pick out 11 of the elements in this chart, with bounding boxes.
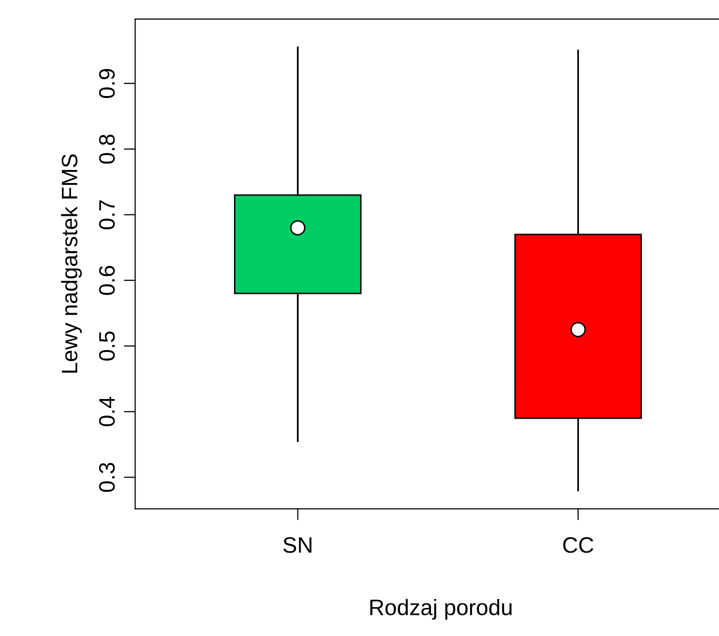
y-tick-label: 0.7 (99, 200, 115, 230)
x-axis-title: Rodzaj porodu (370, 598, 512, 620)
x-tick-label: CC (563, 537, 594, 553)
y-tick-label: 0.9 (99, 69, 115, 98)
y-tick-label: 0.8 (99, 134, 115, 164)
y-tick-label: 0.3 (99, 462, 115, 492)
x-tick-label: SN (283, 537, 312, 553)
y-tick-label: 0.6 (99, 266, 115, 295)
y-tick-label: 0.5 (99, 331, 115, 361)
y-axis-title: Lewy nadgarstek FMS (61, 154, 82, 373)
y-tick-label: 0.4 (99, 396, 115, 426)
